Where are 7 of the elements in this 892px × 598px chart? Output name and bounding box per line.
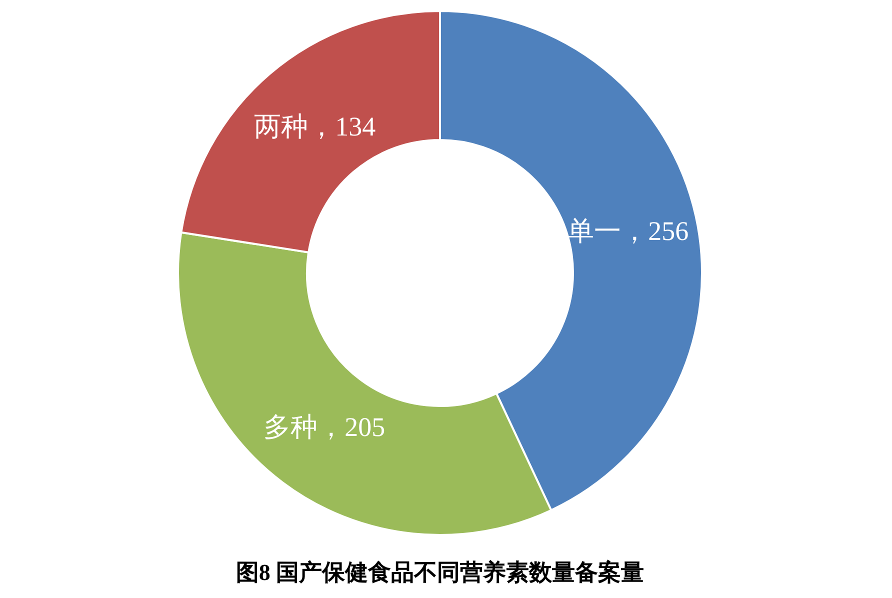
data-label: ，256	[621, 216, 689, 246]
slice-label: 多种	[264, 412, 318, 442]
data-label: ，205	[318, 412, 386, 442]
data-label: ，134	[308, 112, 376, 142]
text: 图8 国产保健食品不同营养素数量备案量	[236, 559, 644, 585]
slice-label: 两种	[254, 112, 308, 142]
slice-label: 单一	[567, 216, 622, 246]
